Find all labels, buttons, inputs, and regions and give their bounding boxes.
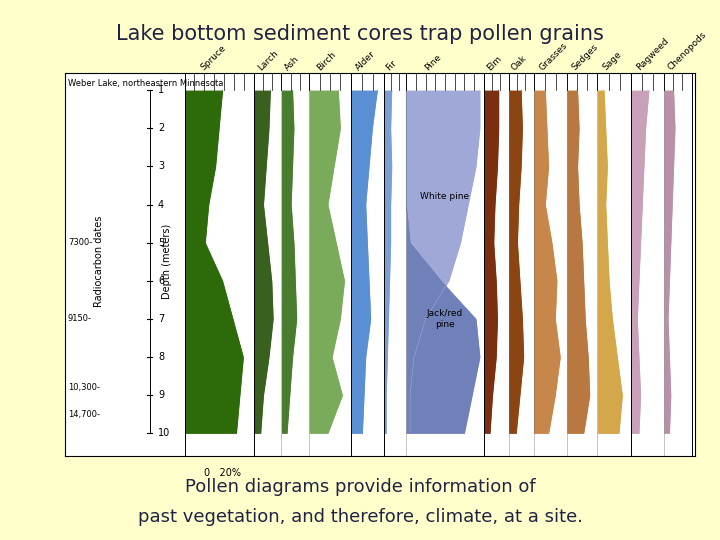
Text: White pine: White pine <box>420 192 469 201</box>
Text: Grasses: Grasses <box>537 40 569 72</box>
Text: Larch: Larch <box>256 48 279 72</box>
Text: Pollen diagrams provide information of: Pollen diagrams provide information of <box>185 478 535 496</box>
Text: Elm: Elm <box>485 54 503 72</box>
Text: 4: 4 <box>158 199 164 210</box>
Text: 8: 8 <box>158 352 164 362</box>
Text: 9150-: 9150- <box>68 314 92 323</box>
Text: Depth (meters): Depth (meters) <box>162 224 172 299</box>
Text: Alder: Alder <box>354 49 377 72</box>
Text: Ash: Ash <box>284 54 302 72</box>
Text: 5: 5 <box>158 238 164 248</box>
Text: Lake bottom sediment cores trap pollen grains: Lake bottom sediment cores trap pollen g… <box>116 24 604 44</box>
Text: Fir: Fir <box>384 58 398 72</box>
Text: 7300-: 7300- <box>68 238 92 247</box>
Text: past vegetation, and therefore, climate, at a site.: past vegetation, and therefore, climate,… <box>138 508 582 525</box>
Text: 7: 7 <box>158 314 164 324</box>
Text: 0   20%: 0 20% <box>204 468 241 478</box>
Text: Sage: Sage <box>601 50 624 72</box>
Text: Birch: Birch <box>315 50 338 72</box>
Text: Ragweed: Ragweed <box>634 36 670 72</box>
Text: 9: 9 <box>158 390 164 400</box>
Text: 10,300-: 10,300- <box>68 383 100 392</box>
Text: 1: 1 <box>158 85 164 95</box>
Text: Jack/red
pine: Jack/red pine <box>427 309 463 329</box>
Text: Weber Lake, northeastern Minnesota: Weber Lake, northeastern Minnesota <box>68 79 223 87</box>
Text: 3: 3 <box>158 161 164 171</box>
Text: Chenopods: Chenopods <box>666 30 708 72</box>
Text: Oak: Oak <box>510 53 528 72</box>
Text: Spruce: Spruce <box>199 43 228 72</box>
Text: 10: 10 <box>158 428 171 438</box>
Text: 2: 2 <box>158 123 164 133</box>
Text: Radiocarbon dates: Radiocarbon dates <box>94 216 104 307</box>
Text: Sedges: Sedges <box>570 42 600 72</box>
Text: 14,700-: 14,700- <box>68 410 100 419</box>
Text: 6: 6 <box>158 276 164 286</box>
Text: Pine: Pine <box>423 52 443 72</box>
